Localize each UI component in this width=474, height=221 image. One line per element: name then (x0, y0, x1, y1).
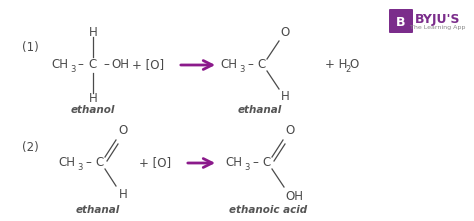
Text: OH: OH (111, 59, 129, 72)
Text: C: C (258, 59, 266, 72)
Text: CH: CH (220, 59, 237, 72)
Text: 3: 3 (77, 164, 82, 173)
Text: B: B (396, 15, 406, 29)
Text: 3: 3 (70, 65, 75, 74)
FancyBboxPatch shape (389, 9, 413, 33)
Text: –: – (77, 59, 83, 72)
Text: OH: OH (285, 191, 303, 204)
Text: O: O (349, 59, 358, 72)
Text: –: – (252, 156, 258, 170)
Text: (1): (1) (22, 42, 39, 55)
Text: ethanal: ethanal (76, 205, 120, 215)
Text: C: C (96, 156, 104, 170)
Text: BYJU'S: BYJU'S (415, 13, 461, 25)
Text: –: – (247, 59, 253, 72)
Text: O: O (285, 124, 295, 137)
Text: –: – (103, 59, 109, 72)
Text: ethanoic acid: ethanoic acid (229, 205, 307, 215)
Text: O: O (281, 27, 290, 40)
Text: + [O]: + [O] (132, 59, 164, 72)
Text: CH: CH (51, 59, 68, 72)
Text: C: C (263, 156, 271, 170)
Text: O: O (118, 124, 128, 137)
Text: ethanol: ethanol (71, 105, 115, 115)
Text: –: – (85, 156, 91, 170)
Text: ethanal: ethanal (238, 105, 282, 115)
Text: C: C (89, 59, 97, 72)
Text: H: H (118, 189, 128, 202)
Text: H: H (89, 91, 97, 105)
Text: The Learning App: The Learning App (410, 25, 465, 30)
Text: CH: CH (58, 156, 75, 170)
Text: CH: CH (225, 156, 242, 170)
Text: H: H (89, 25, 97, 38)
Text: + [O]: + [O] (139, 156, 171, 170)
Text: 3: 3 (244, 164, 249, 173)
Text: + H: + H (325, 59, 347, 72)
Text: H: H (281, 91, 289, 103)
Text: 3: 3 (239, 65, 245, 74)
Text: (2): (2) (22, 141, 39, 154)
Text: 2: 2 (345, 65, 350, 74)
